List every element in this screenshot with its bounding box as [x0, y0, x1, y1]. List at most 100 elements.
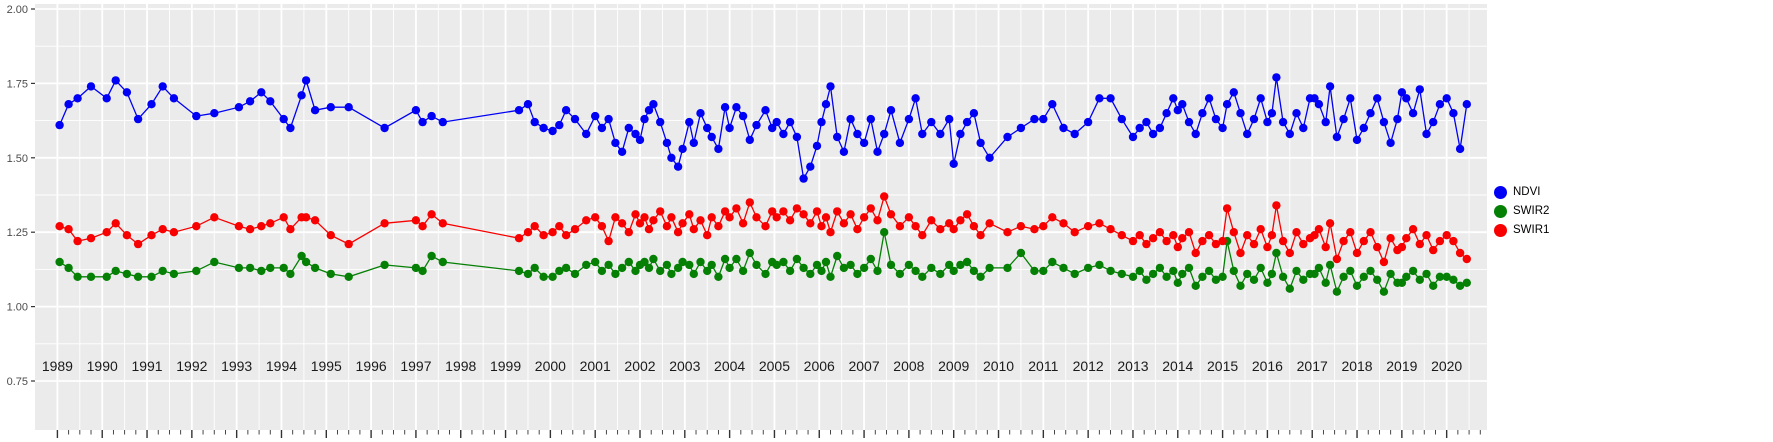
swir2-point	[1211, 275, 1221, 284]
ndvi-point	[286, 123, 295, 133]
swir1-point	[1155, 228, 1165, 237]
swir1-point	[873, 216, 882, 225]
swir2-point	[1415, 275, 1425, 284]
ndvi-point	[1173, 106, 1183, 115]
swir1-point	[1117, 231, 1127, 240]
ndvi-point	[678, 144, 687, 154]
swir1-point	[1218, 236, 1227, 246]
ndvi-point	[1402, 94, 1411, 103]
swir1-point	[714, 222, 723, 231]
ndvi-point	[956, 129, 965, 139]
swir1-point	[886, 210, 896, 219]
swir2-point	[1191, 281, 1200, 290]
swir1-marker-icon	[1494, 224, 1507, 237]
ndvi-point	[853, 129, 862, 139]
y-tick-label: 0.75	[7, 376, 28, 388]
swir1-point	[1359, 236, 1369, 246]
swir1-point	[210, 213, 219, 222]
x-tick-label: 1998	[445, 358, 476, 374]
x-tick-label: 2004	[714, 358, 745, 374]
swir2-point	[1142, 275, 1151, 284]
swir1-point	[859, 213, 869, 222]
legend-item-swir2[interactable]: SWIR2	[1494, 205, 1549, 218]
ndvi-point	[1243, 129, 1252, 139]
legend-item-swir1[interactable]: SWIR1	[1494, 224, 1549, 237]
ndvi-point	[411, 106, 421, 115]
swir2-point	[1379, 287, 1389, 296]
swir1-point	[667, 213, 676, 222]
swir1-point	[649, 216, 658, 225]
swir1-point	[427, 210, 436, 219]
swir1-point	[1332, 254, 1342, 264]
swir1-point	[1106, 225, 1115, 234]
ndvi-point	[1095, 94, 1104, 103]
swir2-point	[411, 263, 421, 273]
ndvi-point	[707, 132, 716, 142]
swir1-point	[1415, 239, 1425, 249]
ndvi-point	[1373, 94, 1382, 103]
x-tick-label: 2009	[938, 358, 969, 374]
swir2-point	[640, 257, 649, 267]
swir2-point	[624, 257, 633, 267]
legend-item-ndvi[interactable]: NDVI	[1494, 186, 1549, 199]
ndvi-point	[297, 91, 306, 100]
x-tick-label: 1996	[356, 358, 387, 374]
ndvi-point	[1148, 129, 1158, 139]
swir2-point	[956, 260, 965, 270]
ndvi-point	[611, 138, 620, 148]
swir2-point	[1184, 263, 1194, 273]
swir2-point	[1408, 266, 1418, 276]
swir2-point	[1128, 272, 1138, 281]
ndvi-point	[631, 129, 640, 139]
swir1-point	[1148, 234, 1158, 243]
x-tick-label: 1997	[400, 358, 431, 374]
swir1-point	[570, 225, 580, 234]
swir1-point	[301, 213, 311, 222]
ndvi-point	[438, 117, 447, 127]
legend-label-swir1: SWIR1	[1513, 224, 1550, 236]
ndvi-point	[548, 126, 557, 136]
swir2-point	[1299, 275, 1308, 284]
ndvi-point	[1272, 73, 1281, 82]
swir1-point	[1048, 213, 1057, 222]
swir1-point	[833, 207, 842, 216]
ndvi-point	[192, 111, 201, 121]
ndvi-point	[1352, 135, 1362, 145]
swir2-point	[752, 260, 761, 270]
swir1-point	[1379, 257, 1389, 267]
ndvi-point	[1117, 114, 1127, 124]
ndvi-point	[985, 153, 994, 162]
ndvi-point	[561, 106, 571, 115]
swir2-point	[725, 263, 734, 273]
swir1-point	[326, 231, 335, 240]
swir2-point	[976, 272, 985, 281]
ndvi-point	[1285, 129, 1295, 139]
axis-ticks	[31, 8, 1481, 438]
swir1-point	[1095, 219, 1104, 228]
swir1-point	[122, 231, 132, 240]
ndvi-point	[792, 132, 802, 142]
ndvi-point	[245, 97, 255, 106]
x-tick-label: 2005	[759, 358, 790, 374]
x-tick-label: 2012	[1073, 358, 1104, 374]
ndvi-point	[301, 76, 311, 85]
swir1-point	[662, 222, 672, 231]
swir1-point	[725, 213, 734, 222]
x-tick-label: 2015	[1207, 358, 1238, 374]
ndvi-point	[714, 144, 723, 154]
swir1-point	[591, 213, 600, 222]
swir2-point	[438, 257, 447, 267]
swir2-point	[539, 272, 548, 281]
swir2-point	[904, 260, 914, 270]
swir1-point	[812, 207, 822, 216]
swir1-point	[985, 219, 994, 228]
swir2-point	[570, 269, 580, 279]
ndvi-point	[1204, 94, 1214, 103]
x-tick-label: 2018	[1341, 358, 1372, 374]
swir1-point	[111, 219, 120, 228]
swir1-point	[86, 234, 96, 243]
y-axis-labels: 2.00 1.75 1.50 1.25 1.00 0.75	[7, 4, 28, 388]
swir2-point	[927, 263, 936, 273]
swir1-point	[720, 207, 730, 216]
ndvi-point	[662, 138, 672, 148]
